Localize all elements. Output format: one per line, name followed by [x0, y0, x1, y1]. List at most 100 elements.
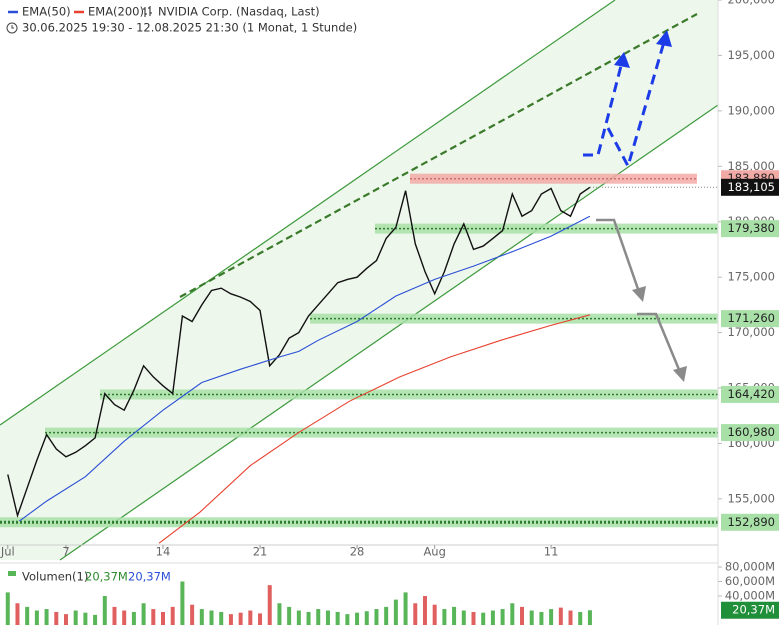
volume-bar — [287, 606, 292, 625]
arrow-head — [656, 30, 672, 47]
volume-bar — [258, 613, 263, 625]
legend-label: EMA(200) — [88, 5, 144, 19]
volume-bar — [296, 610, 301, 625]
x-tick-label: 14 — [156, 545, 171, 559]
volume-bar — [364, 611, 369, 625]
volume-bar — [461, 610, 466, 625]
volume-last-label: 20,37M — [732, 603, 775, 617]
volume-bar — [578, 611, 583, 625]
series-line — [158, 314, 591, 544]
volume-bar — [44, 609, 49, 625]
level-label-box — [721, 385, 779, 403]
legend-label: EMA(50) — [22, 5, 71, 19]
volume-bar — [199, 609, 204, 625]
y-tick-label: 190,000 — [727, 103, 775, 117]
y-tick-label: 185,000 — [727, 159, 775, 173]
clock-icon — [11, 25, 14, 29]
volume-bar — [587, 610, 592, 625]
volume-bar — [15, 603, 20, 625]
volume-bar — [219, 611, 224, 625]
x-tick-label: 28 — [350, 545, 365, 559]
volume-bar — [481, 612, 486, 625]
channel-upper — [0, 0, 616, 426]
volume-bar — [471, 611, 476, 625]
last-price-box — [721, 178, 779, 196]
volume-bar — [170, 606, 175, 625]
volume-bar — [151, 609, 156, 625]
trend-channel — [0, 0, 718, 560]
volume-bar — [63, 614, 68, 625]
level-label-box — [721, 513, 779, 531]
level-label-box — [721, 310, 779, 328]
volume-bar — [102, 596, 107, 625]
volume-bar — [34, 610, 39, 625]
level-label: 152,890 — [727, 515, 775, 529]
volume-bar — [374, 609, 379, 625]
legend-bg — [0, 0, 320, 40]
level-band — [410, 173, 697, 184]
volume-bar — [442, 609, 447, 625]
volume-bar — [54, 611, 59, 625]
volume-bar — [384, 606, 389, 625]
y-tick-label: 155,000 — [727, 491, 775, 505]
volume-tick-label: 40,000M — [725, 589, 775, 603]
volume-bar — [335, 611, 340, 625]
y-tick-label: 175,000 — [727, 270, 775, 284]
arrow-head — [673, 366, 687, 382]
last-price-label: 183,105 — [727, 180, 775, 194]
volume-bar — [432, 604, 437, 625]
level-label-box — [721, 424, 779, 442]
level-band — [375, 223, 718, 234]
volume-bar — [422, 596, 427, 625]
volume-bar — [452, 606, 457, 625]
volume-bar — [238, 612, 243, 625]
volume-bar — [529, 610, 534, 625]
level-label: 179,380 — [727, 221, 775, 235]
volume-bar — [345, 614, 350, 625]
volume-bar — [83, 612, 88, 625]
y-tick-label: 170,000 — [727, 325, 775, 339]
volume-bar — [112, 606, 117, 625]
volume-bar — [490, 610, 495, 625]
volume-bar — [248, 610, 253, 625]
volume-bar — [122, 610, 127, 625]
volume-bar — [141, 603, 146, 625]
volume-bar — [190, 604, 195, 625]
subtitle: 30.06.2025 19:30 - 12.08.2025 21:30 (1 M… — [22, 21, 357, 35]
x-tick-label: Jul — [0, 545, 15, 559]
level-label-box — [721, 220, 779, 238]
legend-label: NVIDIA Corp. (Nasdaq, Last) — [158, 5, 320, 19]
level-label: 160,980 — [727, 425, 775, 439]
series-line — [19, 215, 591, 522]
volume-bar — [393, 599, 398, 625]
scenario-down — [596, 218, 682, 373]
volume-bar — [131, 611, 136, 625]
volume-icon — [8, 571, 16, 576]
volume-bar — [500, 609, 505, 625]
volume-bar — [510, 603, 515, 625]
x-tick-label: 21 — [253, 545, 268, 559]
level-label: 171,260 — [727, 311, 775, 325]
legend-swatch — [143, 6, 152, 17]
volume-bar — [267, 585, 272, 625]
volume-value: 20,37M — [85, 570, 128, 584]
level-label: 164,420 — [727, 387, 775, 401]
volume-bar — [325, 610, 330, 625]
volume-bar — [520, 606, 525, 625]
volume-bar — [5, 592, 10, 625]
x-tick-label: 11 — [544, 545, 559, 559]
volume-bar — [161, 611, 166, 625]
arrow-head — [614, 52, 630, 68]
volume-tick-label: 80,000M — [725, 560, 775, 574]
volume-bar — [568, 610, 573, 625]
volume-tick-label: 60,000M — [725, 574, 775, 588]
x-tick-label: Aug — [423, 545, 445, 559]
volume-last-box — [721, 601, 779, 619]
volume-bar — [355, 612, 360, 625]
volume-bar — [413, 603, 418, 625]
volume-title: Volumen(1) — [22, 570, 88, 584]
volume-bar — [549, 609, 554, 625]
y-tick-label: 195,000 — [727, 48, 775, 62]
clock-icon — [6, 22, 18, 34]
y-tick-label: 200,000 — [727, 0, 775, 7]
